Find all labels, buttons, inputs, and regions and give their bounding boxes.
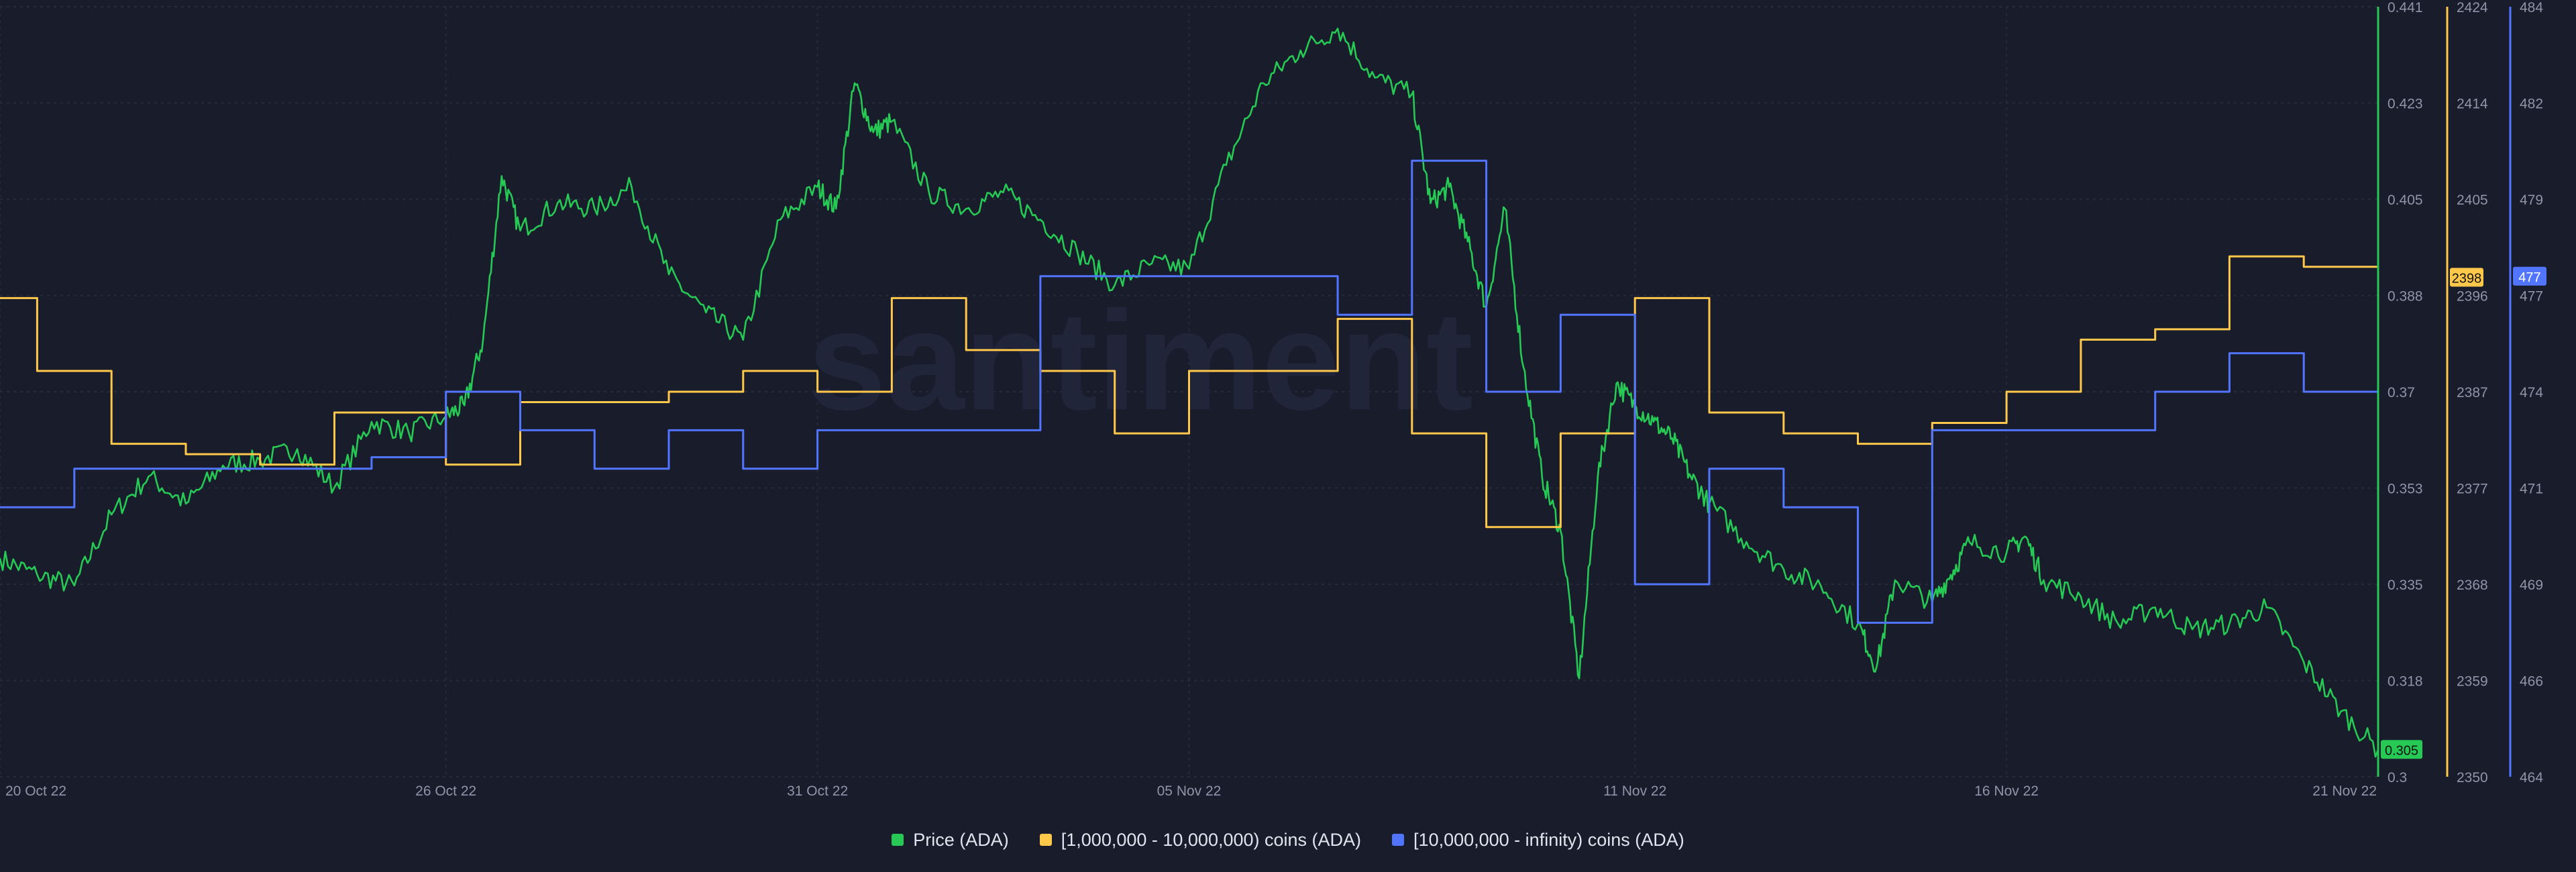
x-axis: 20 Oct 22 26 Oct 22 31 Oct 22 05 Nov 22 11 N… xyxy=(5,783,2377,799)
y-tick-label-band_1m_10m: 2405 xyxy=(2457,193,2488,208)
legend: Price (ADA) [1,000,000 - 10,000,000) coin… xyxy=(0,826,2576,853)
y-tick-label-price: 0.423 xyxy=(2387,97,2423,112)
series-layer xyxy=(0,28,2379,758)
x-tick-label: 26 Oct 22 xyxy=(415,783,476,799)
current-value-badge-band_10m_inf xyxy=(2513,266,2546,286)
y-tick-label-band_10m_inf: 469 xyxy=(2520,578,2543,593)
legend-swatch xyxy=(1039,834,1052,846)
legend-label: [1,000,000 - 10,000,000) coins (ADA) xyxy=(1061,829,1362,850)
legend-item-price[interactable]: Price (ADA) xyxy=(892,830,1009,851)
legend-swatch xyxy=(1392,834,1405,846)
current-value-label-price: 0.305 xyxy=(2385,743,2418,758)
current-value-badge-price xyxy=(2381,740,2422,759)
y-tick-label-price: 0.318 xyxy=(2387,674,2423,690)
legend-label: [10,000,000 - infinity) coins (ADA) xyxy=(1413,829,1684,850)
y-tick-label-band_10m_inf: 479 xyxy=(2520,193,2543,208)
y-tick-label-band_1m_10m: 2368 xyxy=(2457,578,2488,593)
current-value-badge-band_1m_10m xyxy=(2450,268,2483,287)
y-tick-label-band_1m_10m: 2396 xyxy=(2457,289,2488,305)
y-tick-label-band_1m_10m: 2350 xyxy=(2457,770,2488,785)
y-tick-label-band_1m_10m: 2414 xyxy=(2457,97,2488,112)
y-tick-label-band_1m_10m: 2387 xyxy=(2457,385,2488,400)
y-tick-label-price: 0.3 xyxy=(2387,770,2407,785)
legend-swatch xyxy=(892,834,904,846)
y-tick-label-band_1m_10m: 2424 xyxy=(2457,0,2488,15)
x-tick-label: 21 Nov 22 xyxy=(2312,783,2377,799)
y-tick-label-price: 0.353 xyxy=(2387,482,2423,497)
x-tick-label: 20 Oct 22 xyxy=(5,783,66,799)
x-tick-label: 05 Nov 22 xyxy=(1157,783,1222,799)
y-tick-label-band_10m_inf: 477 xyxy=(2520,289,2543,305)
axes: 0.441 0.423 0.405 0.388 0.37 0.353 0.335 0.318 0… xyxy=(2377,0,2546,785)
watermark: santiment xyxy=(808,282,1473,439)
current-value-label-band_10m_inf: 477 xyxy=(2518,270,2540,285)
y-tick-label-price: 0.37 xyxy=(2387,385,2415,400)
series-line-band_10m_inf xyxy=(0,160,2379,624)
y-tick-label-price: 0.405 xyxy=(2387,193,2423,208)
x-tick-label: 31 Oct 22 xyxy=(787,783,848,799)
legend-item-band_10m_inf[interactable]: [10,000,000 - infinity) coins (ADA) xyxy=(1392,830,1684,851)
legend-item-band_1m_10m[interactable]: [1,000,000 - 10,000,000) coins (ADA) xyxy=(1039,829,1362,851)
y-tick-label-band_10m_inf: 484 xyxy=(2520,0,2543,15)
y-tick-label-band_10m_inf: 464 xyxy=(2520,770,2543,785)
y-tick-label-band_10m_inf: 466 xyxy=(2520,674,2543,690)
series-line-band_1m_10m xyxy=(0,255,2379,529)
y-tick-label-band_10m_inf: 474 xyxy=(2520,385,2543,400)
y-tick-label-price: 0.335 xyxy=(2387,578,2423,593)
series-line-price xyxy=(0,28,2379,758)
y-tick-label-price: 0.441 xyxy=(2387,0,2423,15)
y-tick-label-band_1m_10m: 2377 xyxy=(2457,482,2488,497)
y-tick-label-price: 0.388 xyxy=(2387,289,2423,305)
x-tick-label: 16 Nov 22 xyxy=(1974,783,2039,799)
legend-label: Price (ADA) xyxy=(913,829,1009,850)
y-tick-label-band_1m_10m: 2359 xyxy=(2457,674,2488,690)
current-value-label-band_1m_10m: 2398 xyxy=(2452,271,2482,286)
x-tick-label: 11 Nov 22 xyxy=(1603,783,1666,799)
y-tick-label-band_10m_inf: 482 xyxy=(2520,97,2543,112)
y-tick-label-band_10m_inf: 471 xyxy=(2520,482,2543,497)
